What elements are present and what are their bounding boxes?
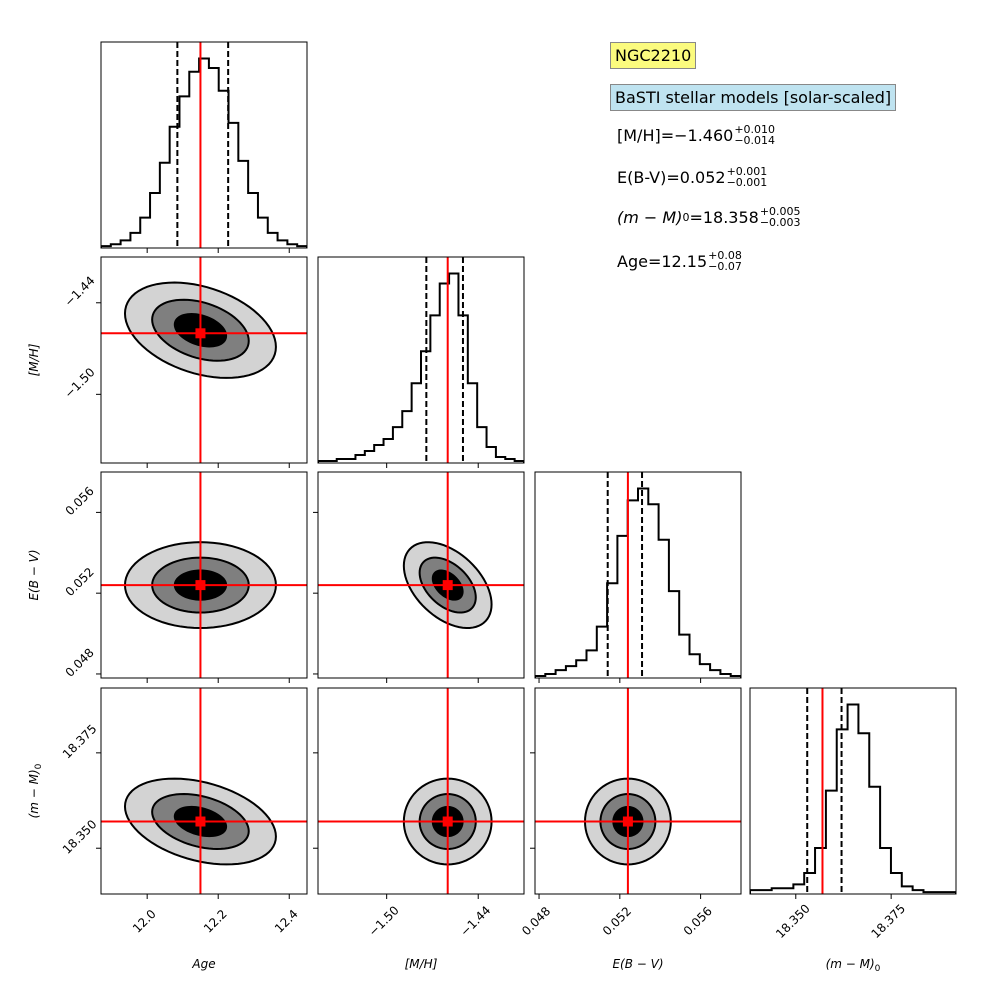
contour-ebv-dm-xtick-label: 0.048 — [519, 904, 553, 938]
contour-age-mh-content — [101, 257, 307, 463]
contour-age-dm-content — [101, 688, 307, 894]
contour-age-ebv-content — [101, 472, 307, 678]
result-ebv-minus: −0.001 — [726, 176, 768, 189]
result-mh-plus: +0.010 — [734, 123, 776, 136]
result-dm-minus: −0.003 — [759, 216, 801, 229]
result-dm-eq: = — [689, 207, 703, 227]
contour-age-ebv-best-marker — [195, 580, 206, 591]
hist-dm-xtick-label: 18.350 — [773, 901, 813, 941]
result-dm: (m − M) 0 = 18.358 +0.005 −0.003 — [617, 206, 801, 228]
result-dm-sub: 0 — [682, 210, 690, 224]
contour-age-dm-frame — [100, 687, 308, 895]
hist-dm-step-line — [750, 703, 956, 894]
result-age-label: Age= — [617, 251, 662, 271]
result-mh-minus: −0.014 — [734, 134, 776, 147]
contour-mh-dm-xtick-label: −1.50 — [366, 903, 402, 939]
hist-mh-frame — [317, 256, 525, 464]
contour-age-ebv-frame — [100, 471, 308, 679]
x-axis-label-dm-subscript: 0 — [875, 964, 881, 974]
contour-age-dm-ytick-label: 18.375 — [60, 722, 100, 762]
result-age-value: 12.15 — [661, 251, 708, 271]
hist-dm-content — [750, 688, 956, 894]
result-age-plus: +0.08 — [708, 249, 742, 262]
hist-age-content — [101, 42, 307, 248]
contour-mh-dm-frame — [317, 687, 525, 895]
y-axis-label-dm: (m − M)0 — [27, 763, 44, 818]
x-axis-label-age: Age — [191, 957, 215, 971]
model-badge: BaSTI stellar models [solar-scaled] — [610, 84, 897, 111]
y-axis-label-dm-subscript: 0 — [34, 763, 44, 769]
contour-ebv-dm-best-marker — [622, 816, 633, 827]
result-dm-label: (m − M) — [617, 207, 683, 227]
contour-mh-ebv-frame — [317, 471, 525, 679]
x-axis-label-mh: [M/H] — [405, 957, 438, 971]
x-axis-label-ebv: E(B − V) — [612, 957, 663, 971]
contour-age-dm-xtick-label: 12.2 — [201, 907, 230, 936]
hist-mh-step-line — [318, 272, 524, 463]
y-axis-label-mh: [M/H] — [27, 343, 41, 376]
result-dm-value: 18.358 — [702, 207, 759, 227]
result-mh: [M/H]= −1.460 +0.010 −0.014 — [617, 124, 775, 146]
cluster-name-badge: NGC2210 — [610, 42, 697, 69]
contour-mh-ebv-content — [318, 472, 524, 678]
contour-age-dm-ytick-label: 18.350 — [60, 817, 100, 857]
hist-age-step-line — [101, 57, 307, 248]
contour-age-mh-ytick-label: −1.50 — [62, 365, 98, 401]
result-dm-plus: +0.005 — [759, 205, 801, 218]
contour-age-dm-best-marker — [195, 816, 206, 827]
result-age: Age= 12.15 +0.08 −0.07 — [617, 250, 742, 272]
contour-ebv-dm-xtick-label: 0.056 — [681, 904, 715, 938]
hist-ebv-content — [535, 472, 741, 678]
y-axis-label-ebv: E(B − V) — [27, 549, 41, 600]
contour-age-mh-best-marker — [195, 328, 206, 339]
contour-age-dm-xtick-label: 12.0 — [130, 907, 159, 936]
hist-dm-xtick-label: 18.375 — [869, 901, 909, 941]
contour-mh-ebv-best-marker — [442, 580, 453, 591]
contour-age-dm-xtick-label: 12.4 — [272, 907, 301, 936]
contour-age-ebv-ytick-label: 0.056 — [63, 484, 97, 518]
hist-ebv-step-line — [535, 487, 741, 678]
contour-age-ebv-ytick-label: 0.048 — [63, 646, 97, 680]
result-ebv-label: E(B-V)= — [617, 167, 680, 187]
contour-age-mh-ytick-label: −1.44 — [62, 274, 98, 310]
contour-ebv-dm-content — [535, 688, 741, 894]
contour-mh-dm-xtick-label: −1.44 — [457, 903, 493, 939]
contour-age-ebv-ytick-label: 0.052 — [63, 565, 97, 599]
contour-mh-dm-content — [318, 688, 524, 894]
hist-ebv-frame — [534, 471, 742, 679]
contour-mh-dm-best-marker — [442, 816, 453, 827]
result-ebv-plus: +0.001 — [726, 165, 768, 178]
result-age-minus: −0.07 — [708, 260, 742, 273]
hist-mh-content — [318, 257, 524, 463]
contour-age-mh-frame — [100, 256, 308, 464]
result-ebv: E(B-V)= 0.052 +0.001 −0.001 — [617, 166, 767, 188]
result-mh-value: −1.460 — [674, 125, 734, 145]
contour-ebv-dm-xtick-label: 0.052 — [600, 904, 634, 938]
result-mh-label: [M/H]= — [617, 125, 675, 145]
hist-dm-frame — [749, 687, 957, 895]
result-ebv-value: 0.052 — [679, 167, 726, 187]
contour-ebv-dm-frame — [534, 687, 742, 895]
hist-age-frame — [100, 41, 308, 249]
x-axis-label-dm: (m − M)0 — [826, 957, 881, 974]
